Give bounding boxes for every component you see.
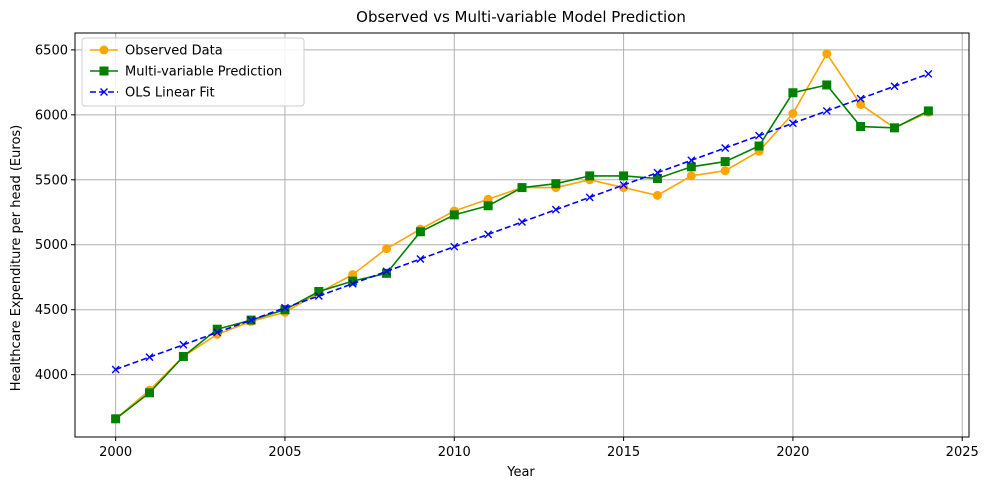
y-tick-label: 5000 (35, 238, 68, 253)
data-point (890, 82, 899, 91)
data-point (822, 49, 832, 59)
legend-label: Observed Data (125, 44, 223, 59)
data-point (179, 340, 188, 349)
grid-lines (75, 33, 969, 437)
chart-title: Observed vs Multi-variable Model Predict… (356, 8, 686, 26)
data-point (416, 255, 425, 264)
y-tick-label: 4500 (35, 303, 68, 318)
data-point (348, 279, 357, 288)
data-point (720, 157, 730, 167)
data-point (145, 388, 154, 398)
data-point (686, 171, 696, 181)
data-point (653, 168, 662, 177)
x-tick-label: 2005 (268, 445, 301, 460)
x-tick-label: 2015 (607, 445, 640, 460)
data-point (382, 244, 392, 254)
data-point (755, 131, 764, 140)
data-point (348, 276, 358, 286)
data-point (754, 141, 764, 151)
data-point (585, 171, 595, 181)
data-point (822, 106, 831, 115)
data-point (856, 122, 866, 132)
data-point (247, 316, 256, 325)
legend-item: OLS Linear Fit (90, 86, 215, 101)
axis-ticks: 2000 2005 2010 2015 2020 2025 4000 4500 5000 5500… (35, 43, 979, 460)
data-point (111, 365, 120, 374)
legend-item: Multi-variable Prediction (90, 65, 282, 80)
data-point (483, 201, 493, 211)
data-point (314, 292, 323, 301)
legend: Observed Data Multi-variable Prediction OL… (81, 37, 305, 107)
data-point (721, 143, 730, 152)
x-tick-label: 2020 (776, 445, 809, 460)
legend-marker (100, 88, 108, 96)
y-tick-label: 6500 (35, 43, 68, 58)
data-point (213, 328, 222, 337)
data-point (788, 119, 797, 128)
legend-marker (99, 66, 109, 76)
data-point (518, 218, 526, 227)
data-point (619, 183, 629, 193)
data-point (652, 190, 662, 200)
plot-area-frame (74, 32, 970, 438)
legend-box (81, 37, 305, 107)
data-point (585, 193, 594, 202)
data-point (619, 171, 629, 181)
x-tick-label: 2025 (946, 445, 979, 460)
data-point (145, 353, 154, 362)
data-point (551, 179, 561, 189)
data-point (890, 123, 899, 133)
y-axis-label: Healthcare Expenditure per head (Euros) (9, 125, 24, 391)
series-layer (111, 49, 933, 424)
data-point (687, 156, 696, 165)
data-point (822, 80, 832, 90)
data-point (551, 205, 560, 214)
x-axis-label: Year (506, 465, 535, 480)
data-point (788, 88, 798, 98)
data-point (923, 106, 933, 116)
data-point (178, 351, 188, 361)
data-point (280, 303, 289, 312)
x-tick-label: 2000 (99, 445, 132, 460)
data-point (924, 69, 933, 78)
y-tick-label: 6000 (35, 108, 68, 123)
legend-item: Observed Data (90, 44, 223, 59)
data-point (856, 94, 865, 103)
y-tick-label: 4000 (35, 368, 68, 383)
data-point (415, 227, 425, 237)
data-point (111, 414, 121, 424)
data-point (856, 99, 866, 109)
data-point (788, 109, 798, 119)
series-2 (111, 69, 933, 374)
data-point (450, 242, 459, 251)
legend-marker (99, 45, 109, 55)
data-point (449, 210, 459, 220)
legend-label: Multi-variable Prediction (125, 65, 282, 80)
legend-label: OLS Linear Fit (125, 86, 215, 101)
data-point (517, 183, 527, 193)
data-point (382, 267, 391, 276)
data-point (720, 166, 730, 176)
data-point (484, 230, 493, 239)
data-point (619, 180, 628, 189)
data-point (686, 162, 696, 172)
x-tick-label: 2010 (438, 445, 471, 460)
y-tick-label: 5500 (35, 173, 68, 188)
data-point (652, 173, 662, 183)
